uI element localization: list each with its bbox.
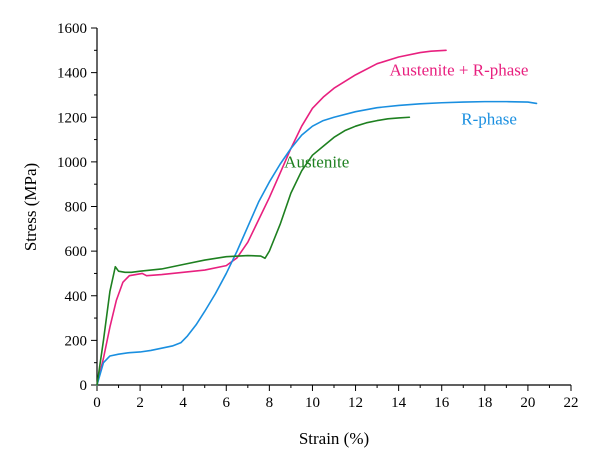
y-tick-label: 200	[65, 333, 88, 349]
x-tick-label: 10	[305, 395, 320, 411]
y-tick-label: 0	[80, 378, 88, 394]
series-label-r-phase: R-phase	[461, 109, 517, 128]
y-tick-label: 1400	[57, 66, 87, 82]
y-tick-label: 1600	[57, 21, 87, 37]
y-tick-label: 400	[65, 289, 88, 305]
x-tick-label: 16	[434, 395, 450, 411]
series-label-austenite: Austenite	[284, 152, 349, 171]
x-tick-label: 0	[93, 395, 101, 411]
y-tick-label: 600	[65, 244, 88, 260]
y-tick-label: 1000	[57, 155, 87, 171]
x-tick-label: 14	[391, 395, 407, 411]
y-tick-label: 800	[65, 200, 88, 216]
y-axis-title: Stress (MPa)	[21, 163, 40, 251]
series-line-austenite-r-phase	[96, 49, 447, 386]
series-label-austenite-r-phase: Austenite + R-phase	[389, 60, 528, 79]
series-labels: Austenite + R-phase R-phase Austenite	[284, 60, 528, 171]
x-tick-label: 20	[520, 395, 535, 411]
x-tick-label: 18	[477, 395, 492, 411]
x-tick-label: 2	[136, 395, 144, 411]
x-tick-label: 4	[179, 395, 187, 411]
series-line-austenite	[96, 116, 411, 386]
x-tick-label: 8	[266, 395, 274, 411]
y-tick-label: 1200	[57, 110, 87, 126]
x-tick-label: 22	[564, 395, 579, 411]
axes	[96, 28, 571, 386]
series-line-r-phase	[96, 100, 538, 386]
x-tick-label: 12	[348, 395, 363, 411]
x-tick-label: 6	[223, 395, 231, 411]
ticks: 0 2 4 6 8 10 12 14 16 18 20 22 0 200 400 600 800 1000 1200…	[57, 21, 579, 411]
x-axis-title: Strain (%)	[299, 429, 369, 448]
series-group	[96, 49, 538, 386]
